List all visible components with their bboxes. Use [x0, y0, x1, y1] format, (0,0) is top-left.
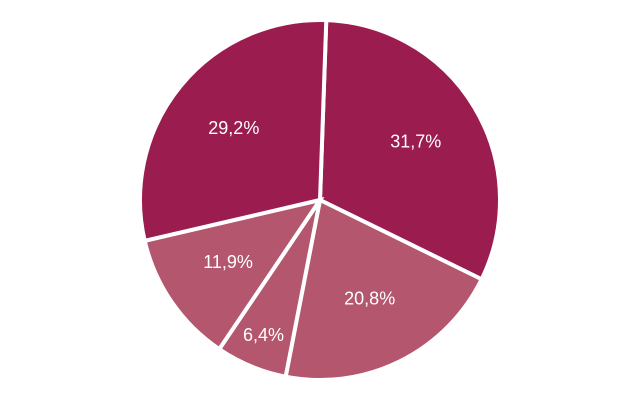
pie-slice-5 [138, 18, 329, 244]
pie-slice-4 [142, 196, 325, 352]
pie-slice-2 [283, 197, 485, 382]
pie-slice-1 [317, 18, 502, 282]
pie-slice-label-4: 11,9% [203, 252, 253, 272]
pie-slice-label-2: 20,8% [344, 289, 395, 309]
pie-slice-label-5: 29,2% [208, 118, 259, 138]
pie-slice-label-3: 6,4% [243, 325, 284, 345]
pie-slice-label-1: 31,7% [390, 131, 441, 151]
